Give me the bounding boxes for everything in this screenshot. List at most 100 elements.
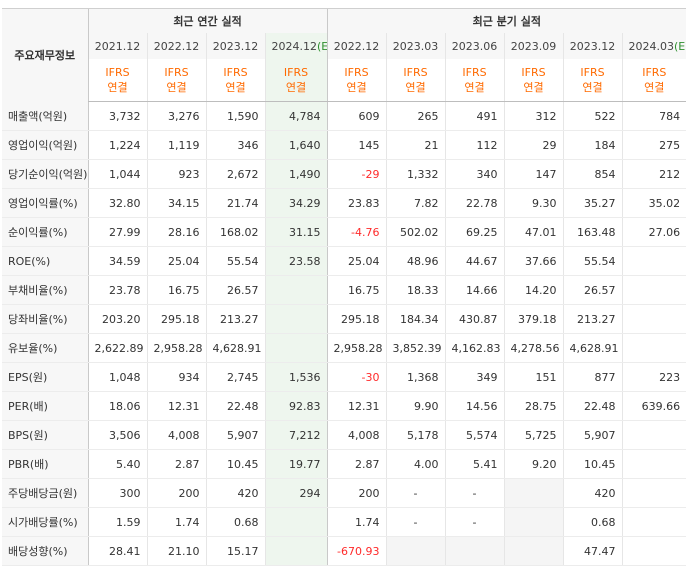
value-cell: 4.00 [385,449,446,479]
value-cell: 1,044 [87,159,147,189]
value-cell: 295.18 [146,304,206,334]
value-cell: 1,224 [87,130,147,160]
value-cell [621,420,687,450]
ifrs-basis-row: IFRS 연결 IFRS 연결 IFRS 연결 IFRS 연결 IFRS 연결 IFRS 연결 IFRS… [2,59,687,102]
value-cell: 47.47 [562,536,623,566]
value-cell [264,275,328,305]
value-cell: 275 [621,130,687,160]
value-cell: 14.56 [444,391,505,421]
value-cell: 44.67 [444,246,505,276]
value-cell: 55.54 [205,246,265,276]
value-cell: 16.75 [146,275,206,305]
ifrs-label: IFRS [403,66,428,79]
value-cell [385,536,446,566]
period-date-text: 2023.06 [451,39,498,53]
value-cell: 1,590 [205,101,265,131]
table-row: PER(배) 18.06 12.31 22.48 92.83 12.31 9.90 14.56… [2,391,687,421]
value-cell: 877 [562,362,623,392]
value-cell: - [385,478,446,508]
value-cell: 23.58 [264,246,328,276]
row-label: 당기순이익(억원) [2,159,88,189]
table-row: 당좌비율(%) 203.20 295.18 213.27 295.18 184.34 430… [2,304,687,334]
value-cell: 3,852.39 [385,333,446,363]
value-cell: 3,732 [87,101,147,131]
table-row: ROE(%) 34.59 25.04 55.54 23.58 25.04 48.96 44.6… [2,246,687,276]
value-cell: 184 [562,130,623,160]
value-cell: 1,536 [264,362,328,392]
value-cell: 2.87 [326,449,387,479]
value-cell: 4,162.83 [444,333,505,363]
table-row: 당기순이익(억원) 1,044 923 2,672 1,490 -29 1,332 340 14… [2,159,687,189]
value-cell: -4.76 [326,217,387,247]
value-cell: 147 [503,159,564,189]
value-cell: 491 [444,101,505,131]
value-cell: 1.59 [87,507,147,537]
period-date-text: 2021.12 [94,39,141,53]
value-cell: 3,506 [87,420,147,450]
value-cell: 300 [87,478,147,508]
value-cell: 2,958.28 [146,333,206,363]
value-cell: 2.87 [146,449,206,479]
table-row: 부채비율(%) 23.78 16.75 26.57 16.75 18.33 14.66 14.… [2,275,687,305]
value-cell: 522 [562,101,623,131]
quarterly-date-4: 2023.12 [562,33,623,59]
row-label: 부채비율(%) [2,275,88,305]
ifrs-label: IFRS [642,66,667,79]
row-label: 배당성향(%) [2,536,88,566]
table-row: 유보율(%) 2,622.89 2,958.28 4,628.91 2,958.28 3,… [2,333,687,363]
value-cell: 23.78 [87,275,147,305]
annual-date-1: 2022.12 [146,33,206,59]
value-cell [264,507,328,537]
value-cell: 2,745 [205,362,265,392]
value-cell: 14.66 [444,275,505,305]
value-cell: 1,119 [146,130,206,160]
table-row: 매출액(억원) 3,732 3,276 1,590 4,784 609 265 491 312 5… [2,101,687,131]
consolidated-label: 연결 [405,81,426,94]
table-row: PBR(배) 5.40 2.87 10.45 19.77 2.87 4.00 5.41 9.20… [2,449,687,479]
value-cell: 4,008 [326,420,387,450]
value-cell: 312 [503,101,564,131]
value-cell: 22.78 [444,188,505,218]
value-cell: 27.06 [621,217,687,247]
row-label: 주당배당금(원) [2,478,88,508]
value-cell: 1,640 [264,130,328,160]
value-cell: 200 [326,478,387,508]
value-cell: 1.74 [326,507,387,537]
value-cell: 34.29 [264,188,328,218]
consolidated-label: 연결 [107,81,128,94]
table-row: 배당성향(%) 28.41 21.10 15.17 -670.93 47.47 [2,536,687,566]
value-cell: 5,907 [562,420,623,450]
value-cell: 34.15 [146,188,206,218]
period-date-text: 2022.12 [333,39,380,53]
value-cell: 28.41 [87,536,147,566]
value-cell: 18.33 [385,275,446,305]
period-date-text: 2023.12 [212,39,259,53]
value-cell: 1,332 [385,159,446,189]
estimate-tag: (E) [674,39,686,53]
annual-group-header: 최근 연간 실적 [87,8,328,33]
value-cell [621,478,687,508]
value-cell: 4,008 [146,420,206,450]
value-cell: 9.20 [503,449,564,479]
value-cell [621,304,687,334]
value-cell: 0.68 [562,507,623,537]
consolidated-label: 연결 [285,81,307,94]
annual-date-3: 2024.12(E) [264,33,328,59]
value-cell [264,536,328,566]
period-date-text: 2023.03 [392,39,439,53]
value-cell: 784 [621,101,687,131]
value-cell [621,536,687,566]
value-cell: 168.02 [205,217,265,247]
value-cell: 5,178 [385,420,446,450]
estimate-tag: (E) [317,39,327,53]
value-cell: 55.54 [562,246,623,276]
value-cell: 7,212 [264,420,328,450]
value-cell: 2,958.28 [326,333,387,363]
value-cell: 5,574 [444,420,505,450]
row-label: 순이익률(%) [2,217,88,247]
value-cell [621,333,687,363]
value-cell: 25.04 [146,246,206,276]
value-cell: 213.27 [205,304,265,334]
value-cell: 15.17 [205,536,265,566]
value-cell: 349 [444,362,505,392]
